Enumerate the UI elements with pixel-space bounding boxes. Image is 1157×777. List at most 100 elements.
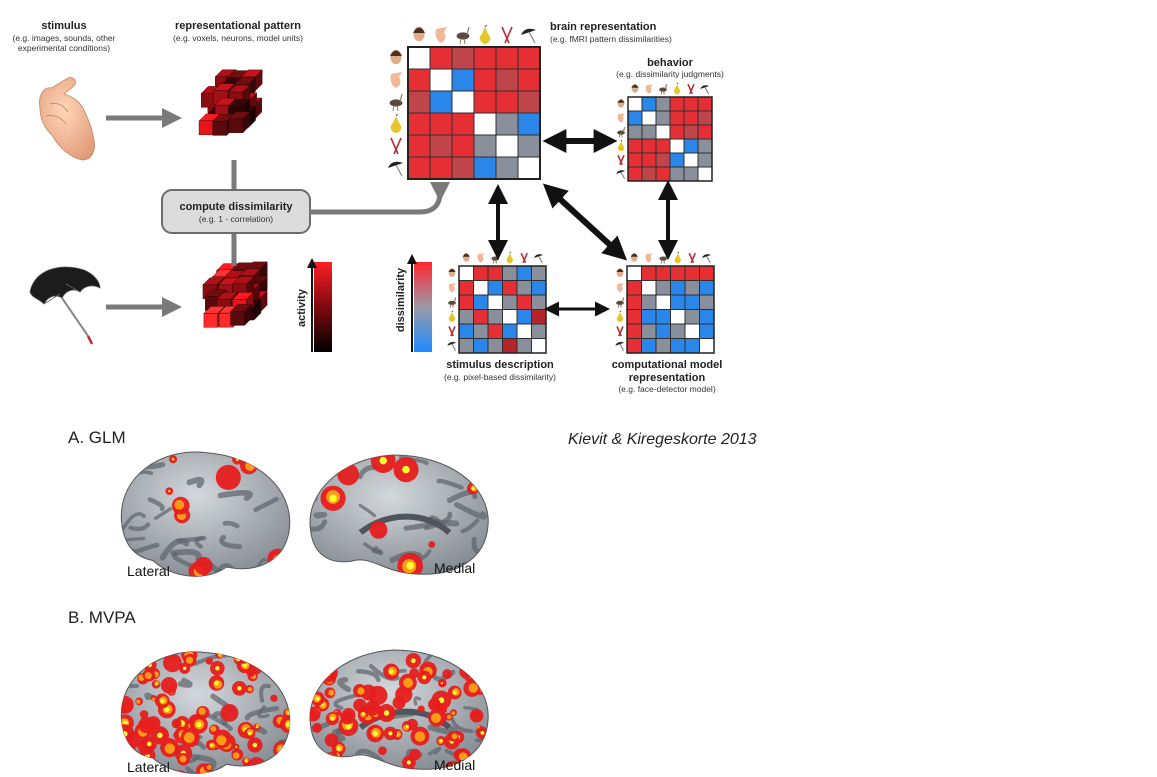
- rdm-cell: [627, 96, 643, 112]
- rdm-cell: [487, 323, 503, 339]
- rdm-cell: [429, 90, 453, 114]
- rdm-cell: [495, 68, 519, 92]
- rdm-cell: [516, 280, 532, 296]
- stimulus-description-subtitle: (e.g. pixel-based dissimilarity): [444, 372, 556, 382]
- rdm-cell: [502, 280, 518, 296]
- rdm-cell: [458, 280, 474, 296]
- rdm-cell: [473, 323, 489, 339]
- rdm-cell: [684, 309, 700, 325]
- mvpa-lateral-label: Lateral: [127, 759, 170, 775]
- face-icon: [413, 26, 425, 42]
- rdm-cell: [487, 265, 503, 281]
- rdm-cell: [626, 309, 642, 325]
- rdm-cell: [495, 46, 519, 70]
- rdm-cell: [627, 110, 643, 126]
- rdm-cell: [684, 294, 700, 310]
- rdm-cell: [458, 323, 474, 339]
- pliers-icon: [617, 154, 625, 166]
- rdm-cell: [669, 124, 685, 140]
- rdm-cell: [531, 294, 547, 310]
- rdm-cell: [626, 338, 642, 354]
- compute-dissimilarity-box: compute dissimilarity (e.g. 1 - correlat…: [161, 189, 311, 234]
- compute-title: compute dissimilarity: [179, 201, 293, 213]
- rdm-cell: [516, 309, 532, 325]
- rdm-cell: [641, 309, 657, 325]
- rdm-cell: [473, 46, 497, 70]
- rdm-cell: [670, 294, 686, 310]
- rdm-cell: [655, 309, 671, 325]
- pliers-icon: [687, 83, 695, 95]
- rdm-cell: [517, 112, 541, 136]
- rdm-cell: [516, 338, 532, 354]
- rdm-cell: [683, 138, 699, 154]
- rdm-cell: [684, 265, 700, 281]
- glm-medial-label: Medial: [434, 560, 475, 576]
- rdm-cell: [697, 166, 713, 182]
- rdm-cell: [451, 46, 475, 70]
- mvpa-lateral-brain: [120, 651, 291, 774]
- rdm-cell: [684, 338, 700, 354]
- rdm-cell: [641, 323, 657, 339]
- arrow-compute-to-brain-rdm: [310, 182, 450, 215]
- rdm-cell: [517, 90, 541, 114]
- rdm-cell: [683, 124, 699, 140]
- rdm-cell: [626, 294, 642, 310]
- behavior-title: behavior: [647, 57, 694, 69]
- brain-rdm-top-icons: [413, 24, 536, 45]
- rdm-cell: [641, 265, 657, 281]
- stimulus-subtitle-line-1: (e.g. images, sounds, other: [12, 33, 115, 43]
- pear-icon: [448, 310, 456, 323]
- umbrella-icon: [616, 170, 626, 180]
- rdm-cell: [683, 166, 699, 182]
- rdm-cell: [407, 90, 431, 114]
- rdm-cell: [407, 134, 431, 158]
- rdm-cell: [487, 280, 503, 296]
- glm-lateral-brain: [120, 451, 291, 577]
- mvpa-panel-title: B. MVPA: [68, 608, 136, 627]
- rdm-cell: [699, 265, 715, 281]
- rdm-cell: [458, 265, 474, 281]
- hand-icon: [448, 282, 456, 293]
- hand-icon: [435, 27, 447, 43]
- rdm-cell: [683, 110, 699, 126]
- rdm-cell: [655, 265, 671, 281]
- pliers-icon: [616, 326, 624, 337]
- ostrich-icon: [616, 297, 625, 308]
- rdm-cell: [670, 309, 686, 325]
- rdm-cell: [429, 134, 453, 158]
- rdm-cell: [517, 46, 541, 70]
- rdm-cell: [487, 309, 503, 325]
- pear-icon: [674, 251, 682, 264]
- ostrich-icon: [491, 253, 500, 264]
- behavior-rdm-top-icons: [631, 82, 710, 95]
- rdm-cell: [641, 294, 657, 310]
- rdm-cell: [517, 68, 541, 92]
- rdm-cell: [697, 96, 713, 112]
- pliers-icon: [688, 252, 696, 264]
- rdm-cell: [626, 280, 642, 296]
- compute-subtitle: (e.g. 1 - correlation): [199, 214, 273, 224]
- pattern-subtitle: (e.g. voxels, neurons, model units): [173, 33, 303, 43]
- ostrich-icon: [448, 297, 457, 308]
- umbrella-icon: [701, 254, 711, 264]
- rdm-cell: [517, 134, 541, 158]
- rdm-cell: [451, 68, 475, 92]
- face-icon: [617, 99, 625, 108]
- rdm-cell: [451, 134, 475, 158]
- pear-icon: [479, 24, 491, 44]
- rdm-cell: [655, 96, 671, 112]
- rdm-cell: [407, 156, 431, 180]
- ostrich-icon: [389, 93, 403, 112]
- rdm-cell: [683, 96, 699, 112]
- model-title-line-1: computational model: [612, 359, 723, 371]
- brain-surface: [120, 451, 291, 577]
- rdm-cell: [502, 294, 518, 310]
- rdm-cell: [670, 338, 686, 354]
- rdm-cell: [531, 265, 547, 281]
- ostrich-icon: [659, 253, 668, 264]
- rdm-cell: [495, 90, 519, 114]
- rdm-cell: [407, 46, 431, 70]
- rdm-cell: [458, 309, 474, 325]
- rdm-border: [407, 46, 541, 180]
